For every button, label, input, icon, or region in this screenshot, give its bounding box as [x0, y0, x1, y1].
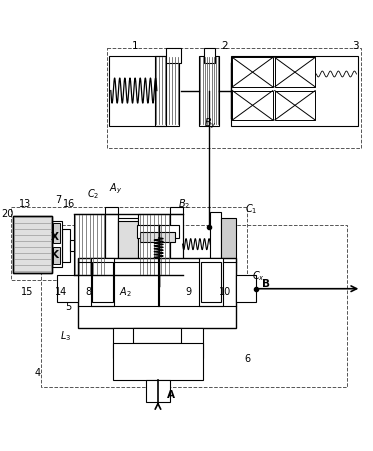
Bar	[91, 258, 115, 306]
Text: 8: 8	[85, 287, 91, 297]
Bar	[52, 222, 62, 268]
Text: $C_x$: $C_x$	[252, 268, 264, 282]
Bar	[93, 262, 113, 303]
Text: $A_y$: $A_y$	[109, 181, 123, 195]
Bar	[166, 49, 181, 64]
Text: 6: 6	[244, 353, 250, 363]
Text: $L_3$: $L_3$	[60, 328, 72, 342]
Text: $C_2$: $C_2$	[87, 187, 99, 200]
Text: 13: 13	[19, 198, 31, 208]
Bar	[137, 226, 179, 239]
Bar	[275, 58, 315, 87]
Text: 15: 15	[21, 287, 33, 297]
Text: 1: 1	[131, 41, 138, 51]
Bar	[155, 56, 179, 126]
Text: $C_1$: $C_1$	[245, 202, 257, 216]
Bar	[105, 207, 118, 282]
Bar	[236, 275, 256, 303]
Text: 4: 4	[34, 368, 40, 377]
Bar	[138, 215, 170, 275]
Bar	[109, 56, 166, 126]
Bar	[13, 216, 52, 273]
Text: 20: 20	[1, 209, 14, 219]
Text: $B_2$: $B_2$	[178, 197, 190, 210]
Text: A: A	[166, 389, 175, 399]
Bar	[41, 226, 347, 387]
Bar	[221, 218, 236, 272]
Bar	[53, 224, 60, 244]
Text: 7: 7	[55, 195, 62, 205]
Bar	[62, 229, 69, 262]
Text: K: K	[51, 250, 59, 260]
Text: $B_y$: $B_y$	[204, 116, 217, 131]
Bar	[133, 328, 181, 343]
Bar	[199, 258, 223, 306]
Text: B: B	[262, 279, 270, 289]
Bar	[13, 216, 52, 273]
Bar	[118, 218, 138, 272]
Bar	[170, 207, 183, 282]
Bar	[78, 258, 236, 328]
Text: $A_2$: $A_2$	[119, 285, 132, 299]
Bar	[118, 222, 138, 268]
Bar	[232, 92, 273, 121]
Bar	[204, 49, 215, 64]
Bar	[57, 275, 78, 303]
Bar	[69, 240, 74, 251]
Text: 14: 14	[55, 287, 67, 297]
Bar	[210, 212, 221, 277]
Bar	[199, 56, 219, 126]
Bar	[74, 215, 105, 275]
Text: 5: 5	[65, 301, 72, 311]
Text: 16: 16	[63, 198, 76, 208]
Bar	[53, 248, 60, 264]
Bar	[275, 92, 315, 121]
Bar	[11, 207, 247, 281]
Text: X: X	[51, 231, 59, 242]
Text: 2: 2	[221, 41, 228, 51]
Bar	[201, 262, 221, 303]
Bar	[231, 56, 358, 126]
Bar	[146, 380, 170, 402]
Bar	[113, 343, 203, 380]
Bar	[170, 215, 183, 275]
Text: 9: 9	[186, 287, 192, 297]
Bar	[107, 49, 361, 148]
Bar	[113, 328, 203, 358]
Bar	[232, 58, 273, 87]
Text: 10: 10	[219, 287, 231, 297]
Text: 3: 3	[352, 41, 359, 51]
Bar	[105, 215, 118, 275]
Bar	[140, 233, 175, 242]
